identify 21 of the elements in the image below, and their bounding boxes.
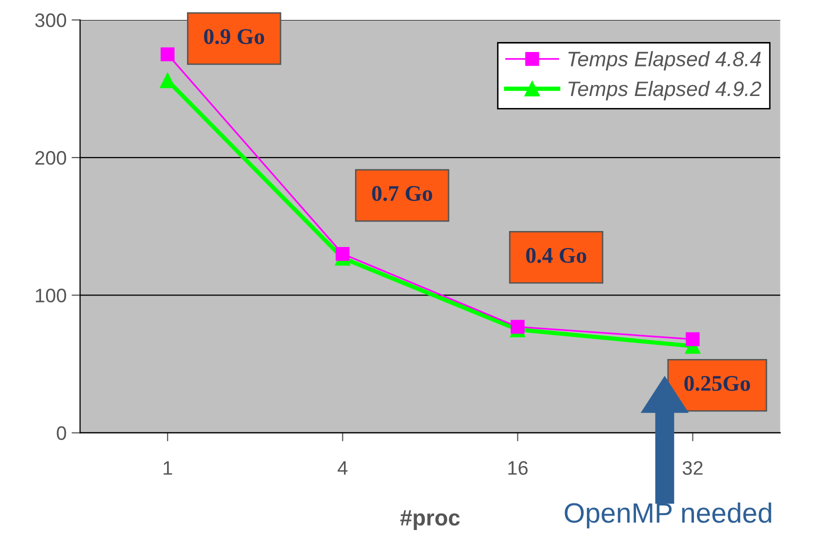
y-tick-label: 0 xyxy=(56,426,66,440)
x-tick-label: 1 xyxy=(164,461,172,475)
annotation: 0.9 Go xyxy=(204,29,264,44)
annotation: 0.25Go xyxy=(684,376,750,391)
legend-label: Temps Elapsed 4.9.2 xyxy=(568,80,762,100)
text: OpenMP needed xyxy=(564,502,772,528)
x-tick-label: 32 xyxy=(682,461,703,475)
x-tick-label: 4 xyxy=(338,461,348,475)
annotation: 0.4 Go xyxy=(526,248,586,264)
y-tick-label: 200 xyxy=(35,151,66,165)
legend-label: Temps Elapsed 4.8.4 xyxy=(568,51,761,71)
x-tick-label: 16 xyxy=(508,461,528,475)
y-tick-label: 100 xyxy=(36,288,66,302)
x-axis-title: #proc xyxy=(400,510,460,530)
y-tick-label: 300 xyxy=(35,13,66,28)
point xyxy=(510,320,525,334)
point xyxy=(160,47,175,62)
point xyxy=(686,332,700,346)
point xyxy=(336,246,350,261)
annotation: 0.7 Go xyxy=(372,186,432,202)
point xyxy=(160,72,176,88)
